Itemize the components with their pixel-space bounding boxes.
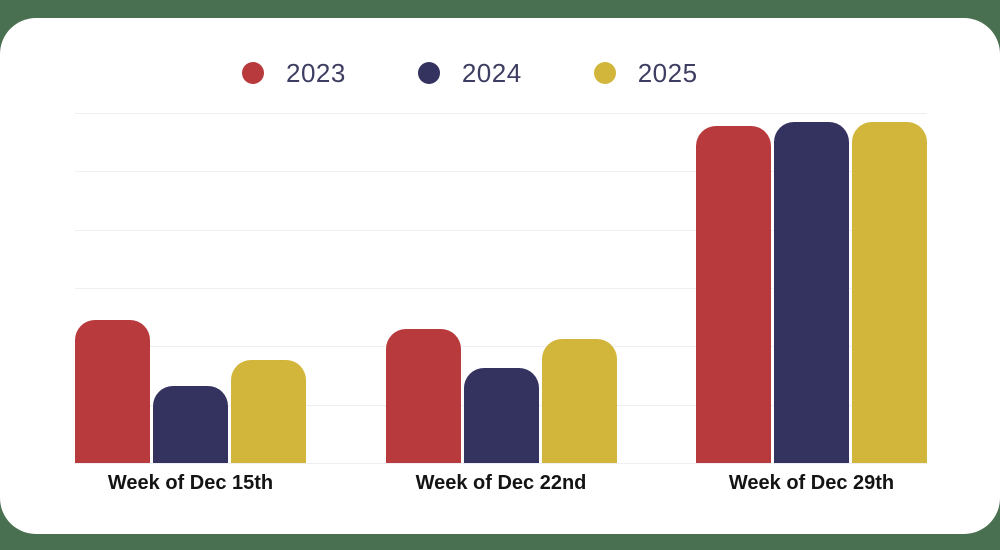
gridline [75, 113, 927, 114]
legend-swatch-icon [242, 62, 264, 84]
bar-2024 [153, 386, 228, 463]
bar-group-3 [696, 113, 927, 463]
bar-2024 [463, 367, 539, 463]
legend-swatch-icon [417, 62, 440, 84]
gridline [75, 171, 927, 173]
bar-2023 [75, 320, 150, 463]
plot-area [75, 113, 927, 464]
bar-group-1 [75, 113, 306, 463]
x-axis-label: Week of Dec 22nd [415, 472, 587, 494]
bar-2025 [231, 359, 306, 463]
x-axis-label: Week of Dec 29th [728, 472, 895, 494]
gridline [75, 288, 927, 289]
chart-legend: 2023 2024 2025 [242, 58, 1000, 88]
bar-2024 [774, 121, 849, 463]
legend-item-2023: 2023 [242, 58, 346, 89]
x-axis-label: Week of Dec 15th [107, 472, 274, 494]
legend-label: 2023 [286, 57, 346, 88]
x-axis-labels: Week of Dec 15th Week of Dec 22nd Week of … [75, 472, 927, 495]
bar-2025 [852, 121, 927, 463]
legend-item-2024: 2024 [417, 57, 522, 89]
gridline [75, 229, 927, 231]
gridline [75, 463, 927, 464]
bars-layer [75, 113, 927, 463]
gridline [75, 346, 927, 348]
bar-group-2 [385, 113, 617, 463]
chart-card: 2023 2024 2025 Week of Dec 15th Week of Dec… [0, 18, 1000, 534]
legend-label: 2025 [637, 57, 698, 88]
legend-label: 2024 [461, 57, 522, 88]
bar-2023 [385, 328, 461, 463]
legend-swatch-icon [593, 62, 616, 84]
bar-2023 [696, 125, 771, 463]
legend-item-2025: 2025 [593, 57, 698, 89]
bar-2025 [541, 339, 617, 463]
